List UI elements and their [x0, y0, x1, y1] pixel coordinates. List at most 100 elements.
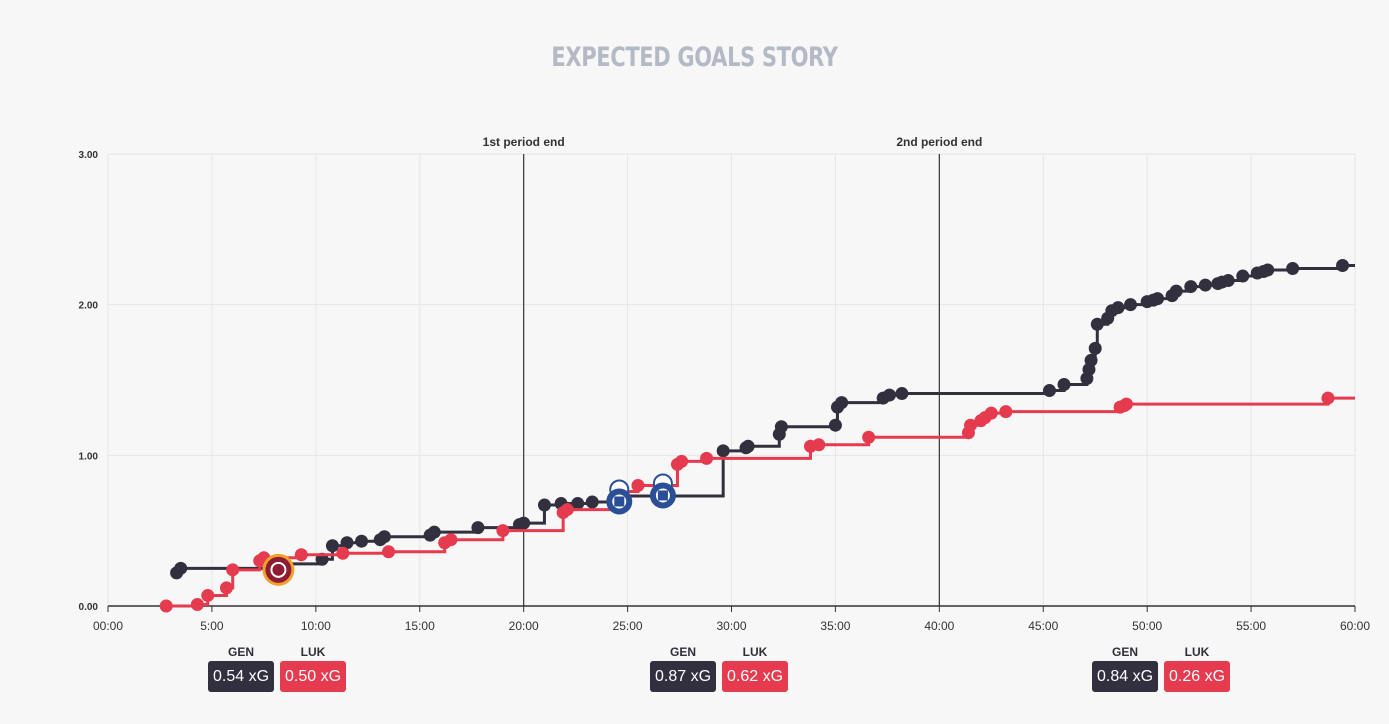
data-point-gen	[1336, 258, 1350, 272]
crest-mark	[657, 490, 668, 501]
x-tick-label: 25:00	[613, 619, 643, 633]
x-tick-label: 40:00	[924, 619, 954, 633]
axis-layer: 00:00 5:00 10:00 15:00 20:00 25:00 30:00 35:00 4…	[79, 150, 1371, 633]
period-end-label: 2nd period end	[896, 135, 982, 149]
data-point-gen	[741, 439, 755, 453]
series-layer	[159, 258, 1355, 613]
data-point-luk	[159, 599, 173, 613]
data-point-gen	[828, 418, 842, 432]
data-point-gen	[1088, 341, 1102, 355]
data-point-luk	[1119, 397, 1133, 411]
data-point-luk	[812, 438, 826, 452]
data-point-gen	[1111, 301, 1125, 315]
data-point-gen	[1124, 298, 1138, 312]
goal-icon	[606, 479, 633, 515]
crest-body	[265, 556, 292, 583]
data-point-gen	[471, 521, 485, 535]
x-tick-label: 10:00	[301, 619, 331, 633]
period-end-label: 1st period end	[483, 135, 565, 149]
data-point-gen	[1221, 274, 1235, 288]
x-tick-label: 55:00	[1236, 619, 1266, 633]
home-team-label: GEN	[669, 645, 696, 659]
data-point-gen	[1286, 262, 1300, 276]
data-point-luk	[444, 533, 458, 547]
away-team-label: LUK	[742, 645, 768, 659]
x-tick-label: 35:00	[820, 619, 850, 633]
y-tick-label: 0.00	[79, 602, 99, 613]
away-xg-badge: 0.62 xG	[722, 661, 788, 692]
data-point-gen	[835, 396, 849, 410]
data-point-gen	[517, 516, 531, 530]
data-point-luk	[862, 430, 876, 444]
data-point-gen	[377, 530, 391, 544]
data-point-gen	[1169, 284, 1183, 298]
data-point-gen	[174, 561, 188, 575]
data-point-gen	[882, 388, 896, 402]
grid-layer	[107, 153, 1356, 607]
data-point-luk	[631, 478, 645, 492]
series-line-luk	[166, 396, 1355, 608]
x-tick-label: 00:00	[93, 619, 123, 633]
x-tick-label: 15:00	[405, 619, 435, 633]
data-point-gen	[325, 539, 339, 553]
goal-markers	[262, 473, 676, 586]
data-point-luk	[999, 405, 1013, 419]
data-point-gen	[585, 495, 599, 509]
data-point-gen	[1090, 317, 1104, 331]
y-tick-label: 1.00	[79, 451, 99, 462]
data-point-luk	[1321, 391, 1335, 405]
data-point-luk	[675, 454, 689, 468]
data-point-luk	[201, 588, 215, 602]
data-point-luk	[560, 503, 574, 517]
crest-mark	[614, 496, 625, 507]
data-point-luk	[700, 451, 714, 465]
data-point-luk	[964, 418, 978, 432]
data-point-gen	[1184, 280, 1198, 294]
period-markers: 1st period end 2nd period end	[483, 135, 982, 606]
data-point-gen	[1236, 269, 1250, 283]
x-tick-label: 50:00	[1132, 619, 1162, 633]
away-team-label: LUK	[1184, 645, 1210, 659]
data-point-gen	[895, 387, 909, 401]
series-line-gen	[176, 263, 1355, 575]
data-point-luk	[219, 581, 233, 595]
data-point-gen	[1084, 353, 1098, 367]
data-point-gen	[1151, 292, 1165, 306]
y-tick-label: 2.00	[79, 301, 99, 312]
x-tick-label: 60:00	[1340, 619, 1370, 633]
data-point-luk	[294, 548, 308, 562]
data-point-gen	[774, 420, 788, 434]
home-team-label: GEN	[227, 645, 254, 659]
chart-title: EXPECTED GOALS STORY	[551, 42, 838, 73]
x-tick-label: 5:00	[200, 619, 224, 633]
data-point-gen	[571, 497, 585, 511]
data-point-gen	[1261, 263, 1275, 277]
data-point-gen	[1042, 384, 1056, 398]
y-tick-label: 3.00	[79, 150, 99, 161]
home-team-label: GEN	[1111, 645, 1138, 659]
data-point-luk	[336, 546, 350, 560]
x-tick-label: 45:00	[1028, 619, 1058, 633]
data-point-luk	[226, 563, 240, 577]
x-tick-label: 30:00	[716, 619, 746, 633]
goal-icon	[649, 473, 676, 509]
away-team-label: LUK	[300, 645, 326, 659]
goal-icon	[262, 553, 295, 586]
home-xg-badge: 0.54 xG	[208, 661, 274, 692]
data-point-luk	[190, 597, 204, 611]
x-tick-label: 20:00	[509, 619, 539, 633]
data-point-gen	[1057, 378, 1071, 392]
home-xg-badge: 0.84 xG	[1092, 661, 1158, 692]
data-point-gen	[355, 534, 369, 548]
crest-emblem	[270, 561, 287, 578]
data-point-luk	[382, 545, 396, 559]
away-xg-badge: 0.50 xG	[280, 661, 346, 692]
data-point-luk	[496, 524, 510, 538]
data-point-gen	[340, 536, 354, 550]
data-point-gen	[427, 525, 441, 539]
data-point-gen	[537, 498, 551, 512]
away-xg-badge: 0.26 xG	[1164, 661, 1230, 692]
data-point-gen	[716, 444, 730, 458]
data-point-luk	[984, 406, 998, 420]
